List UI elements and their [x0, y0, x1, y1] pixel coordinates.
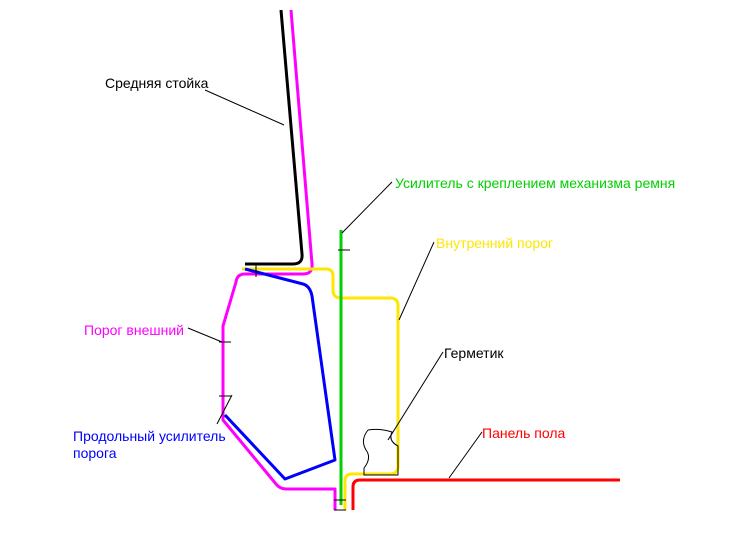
- outer_sill_top-leader: [188, 328, 222, 342]
- sealant-leader: [388, 352, 443, 440]
- floor_panel-label: Панель пола: [482, 425, 565, 442]
- middle_pillar-leader: [205, 90, 284, 125]
- belt_reinforcement-leader: [342, 182, 392, 233]
- sealant-label: Герметик: [444, 345, 504, 362]
- outer_sill_top-label: Порог внешний: [84, 322, 184, 339]
- middle_pillar-label: Средняя стойка: [105, 75, 208, 92]
- belt_reinforcement-label: Усилитель с креплением механизма ремня: [395, 175, 675, 192]
- floor_panel-path: [353, 480, 620, 510]
- sealant-path: [363, 429, 398, 475]
- inner_sill-label: Внутренний порог: [436, 235, 553, 252]
- longitudinal_reinforcement-label: Продольный усилительпорога: [73, 428, 253, 462]
- inner_sill-leader: [399, 242, 434, 320]
- floor_panel-leader: [449, 432, 482, 478]
- inner_sill-path: [242, 269, 398, 510]
